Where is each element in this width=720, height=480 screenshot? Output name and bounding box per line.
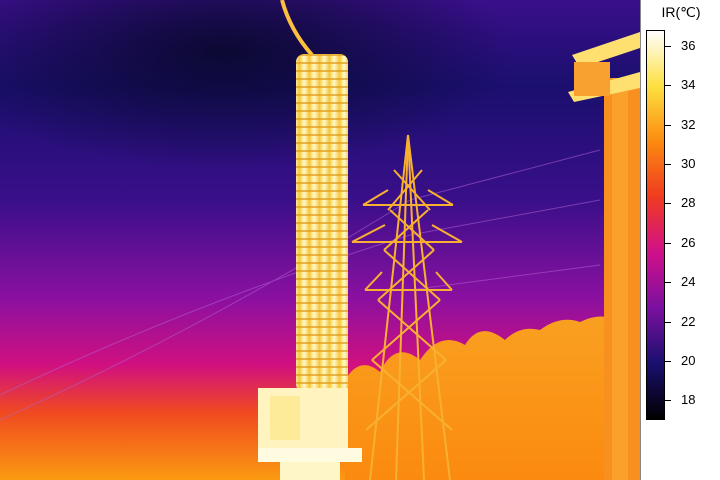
legend-tick-mark: [665, 124, 671, 126]
thermal-image: [0, 0, 640, 480]
building: [568, 32, 640, 480]
trees: [345, 316, 615, 480]
temperature-legend: IR(℃) 36 34 32 30 28 26 24 22 20 18: [640, 0, 720, 480]
transmission-tower: [351, 134, 463, 480]
legend-tick-label: 28: [681, 195, 696, 211]
legend-tick-label: 32: [681, 116, 696, 132]
legend-tick-label: 36: [681, 37, 696, 53]
legend-tick-label: 20: [681, 352, 696, 368]
color-scale-bar: [646, 30, 665, 420]
legend-tick-mark: [665, 321, 671, 323]
legend-tick-label: 34: [681, 77, 696, 93]
legend-tick-mark: [665, 85, 671, 87]
legend-tick-mark: [665, 45, 671, 47]
legend-tick-mark: [665, 360, 671, 362]
legend-tick-label: 24: [681, 274, 696, 290]
legend-tick-mark: [665, 203, 671, 205]
power-lines: [0, 149, 601, 421]
legend-title: IR(℃): [661, 4, 701, 20]
legend-tick-mark: [665, 163, 671, 165]
legend-tick-label: 26: [681, 234, 696, 250]
insulator-column: [296, 54, 348, 392]
legend-tick-label: 22: [681, 313, 696, 329]
conductor-lead: [280, 0, 314, 57]
legend-tick-label: 30: [681, 155, 696, 171]
legend-tick-mark: [665, 282, 671, 284]
legend-tick-mark: [665, 242, 671, 244]
legend-tick-mark: [665, 400, 671, 402]
legend-tick-label: 18: [681, 392, 696, 408]
